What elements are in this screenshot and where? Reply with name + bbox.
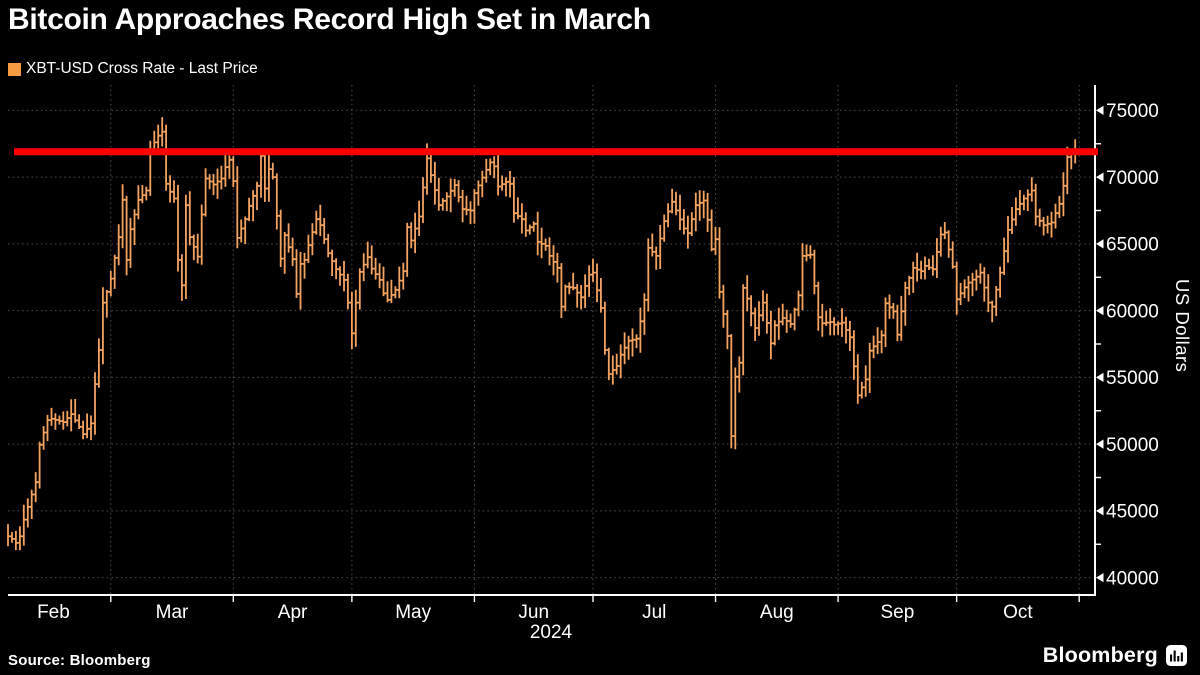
y-tick-arrow <box>1096 372 1104 382</box>
legend: XBT-USD Cross Rate - Last Price <box>8 60 258 78</box>
y-tick-label: 75000 <box>1106 101 1159 122</box>
x-axis-year-label: 2024 <box>529 622 573 643</box>
y-tick-arrow <box>1096 172 1104 182</box>
source-attribution: Source: Bloomberg <box>8 652 151 669</box>
y-axis-title: US Dollars <box>1172 279 1193 373</box>
x-month-label: Jun <box>518 602 549 623</box>
x-month-label: Jul <box>642 602 666 623</box>
y-tick-label: 50000 <box>1106 435 1159 456</box>
y-tick-arrow <box>1096 506 1104 516</box>
x-month-label: Aug <box>760 602 794 623</box>
y-tick-label: 60000 <box>1106 301 1159 322</box>
y-tick-label: 55000 <box>1106 368 1159 389</box>
x-month-label: May <box>395 602 431 623</box>
record-high-line <box>14 148 1098 156</box>
price-bar-close-ticks <box>8 130 1079 544</box>
y-tick-label: 45000 <box>1106 502 1159 523</box>
y-tick-arrow <box>1096 439 1104 449</box>
bloomberg-chart-icon <box>1166 645 1187 666</box>
legend-swatch <box>8 62 21 76</box>
y-tick-arrow <box>1096 306 1104 316</box>
bloomberg-wordmark: Bloomberg <box>1042 643 1158 667</box>
x-month-label: Apr <box>278 602 308 623</box>
price-bar-ranges <box>7 117 1077 551</box>
y-tick-arrow <box>1096 105 1104 115</box>
chart-title: Bitcoin Approaches Record High Set in Ma… <box>8 3 651 36</box>
y-tick-label: 70000 <box>1106 168 1159 189</box>
x-month-label: Oct <box>1003 602 1033 623</box>
legend-label: XBT-USD Cross Rate - Last Price <box>26 60 258 77</box>
x-month-label: Mar <box>156 602 189 623</box>
y-tick-arrow <box>1096 573 1104 583</box>
x-month-label: Feb <box>37 602 70 623</box>
y-tick-arrow <box>1096 239 1104 249</box>
x-month-label: Sep <box>880 602 914 623</box>
bloomberg-logo: Bloomberg <box>1043 643 1187 668</box>
y-tick-label: 65000 <box>1106 235 1159 256</box>
y-tick-label: 40000 <box>1106 568 1159 589</box>
